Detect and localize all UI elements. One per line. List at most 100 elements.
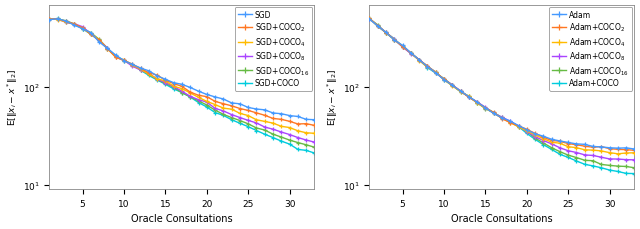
Adam+COCO$_{16}$ [589,160,597,162]
Adam+COCO [390,38,398,41]
Adam+COCO$_{16}$ [449,85,456,87]
Line: Adam+COCO$_2$: Adam+COCO$_2$ [367,17,637,153]
Adam+COCO$_{16}$ [365,19,373,21]
SGD+COCO [261,133,269,136]
SGD+COCO [310,152,318,155]
SGD+COCO$_4$ [70,24,78,26]
Adam+COCO$_4$ [622,152,630,155]
Adam [531,133,539,136]
Adam+COCO$_2$ [457,90,465,93]
Adam [573,143,580,146]
SGD [137,67,145,70]
Adam+COCO$_{16}$ [440,79,448,82]
SGD [79,28,86,31]
Adam+COCO$_8$ [573,151,580,154]
SGD [294,116,301,118]
Adam+COCO$_{16}$ [498,117,506,119]
Adam+COCO$_2$ [564,143,572,145]
SGD [129,64,136,67]
SGD+COCO [302,149,310,152]
SGD+COCO$_2$ [294,123,301,126]
Adam+COCO [399,46,406,49]
Adam+COCO$_2$ [415,59,423,62]
SGD+COCO$_4$ [294,130,301,133]
SGD+COCO$_2$ [87,34,95,37]
Line: SGD+COCO$_2$: SGD+COCO$_2$ [47,17,317,128]
Adam+COCO$_2$ [573,144,580,147]
SGD+COCO$_2$ [95,40,103,42]
Adam+COCO [606,169,614,172]
SGD [236,103,244,106]
Adam+COCO$_{16}$ [581,159,589,162]
SGD [154,75,161,78]
SGD+COCO$_4$ [302,132,310,135]
SGD [195,90,202,93]
SGD+COCO$_4$ [45,18,53,21]
Adam [540,135,547,138]
SGD+COCO$_4$ [253,119,260,122]
SGD+COCO$_8$ [62,22,70,25]
SGD+COCO [104,48,111,51]
SGD+COCO$_{16}$ [137,69,145,72]
SGD+COCO$_8$ [286,134,294,136]
SGD+COCO$_4$ [87,34,95,36]
SGD+COCO$_8$ [120,60,128,63]
SGD+COCO$_{16}$ [95,39,103,42]
SGD+COCO$_4$ [104,48,111,51]
Adam+COCO$_8$ [449,84,456,87]
SGD+COCO$_{16}$ [310,146,318,149]
SGD+COCO$_4$ [137,69,145,71]
SGD+COCO$_8$ [302,139,310,142]
Adam+COCO [589,165,597,168]
Adam+COCO$_4$ [457,91,465,93]
Adam+COCO$_8$ [457,90,465,93]
SGD+COCO$_2$ [236,108,244,110]
Adam [457,90,465,93]
Adam+COCO [506,121,514,123]
SGD+COCO$_4$ [310,132,318,135]
Adam+COCO [622,172,630,175]
SGD+COCO$_8$ [269,128,277,131]
Adam+COCO$_{16}$ [407,53,415,55]
SGD+COCO$_8$ [137,69,145,72]
SGD [286,115,294,117]
Adam+COCO$_2$ [440,78,448,81]
SGD+COCO$_{16}$ [244,123,252,126]
SGD+COCO$_{16}$ [253,127,260,130]
Adam+COCO$_2$ [382,32,390,35]
SGD+COCO$_8$ [170,86,177,89]
SGD+COCO$_2$ [228,105,236,108]
SGD+COCO$_8$ [104,47,111,50]
Adam+COCO [365,18,373,21]
Adam+COCO$_8$ [630,159,638,161]
Adam+COCO$_{16}$ [399,46,406,49]
Line: Adam+COCO$_{16}$: Adam+COCO$_{16}$ [367,17,637,170]
Adam+COCO$_8$ [440,79,448,82]
SGD+COCO$_4$ [220,107,227,110]
Adam [606,147,614,150]
Adam+COCO [407,52,415,55]
SGD+COCO$_{16}$ [170,87,177,89]
SGD+COCO$_4$ [178,88,186,91]
Adam+COCO$_4$ [382,32,390,35]
Adam+COCO$_4$ [424,66,431,69]
SGD+COCO [294,148,301,151]
SGD+COCO [137,69,145,72]
Adam+COCO$_2$ [498,118,506,120]
SGD+COCO$_4$ [211,104,219,106]
Adam+COCO$_2$ [365,18,373,21]
SGD+COCO$_8$ [261,126,269,129]
SGD+COCO [186,96,194,99]
Adam+COCO$_4$ [440,79,448,82]
Adam [598,146,605,149]
SGD+COCO [178,92,186,95]
Adam+COCO$_{16}$ [432,71,440,74]
SGD+COCO$_2$ [310,125,318,127]
SGD+COCO$_8$ [79,26,86,29]
SGD+COCO$_2$ [79,27,86,30]
Adam+COCO$_8$ [424,66,431,68]
SGD+COCO$_2$ [220,103,227,106]
SGD+COCO [236,122,244,125]
SGD+COCO$_{16}$ [195,100,202,103]
Adam+COCO [598,167,605,169]
